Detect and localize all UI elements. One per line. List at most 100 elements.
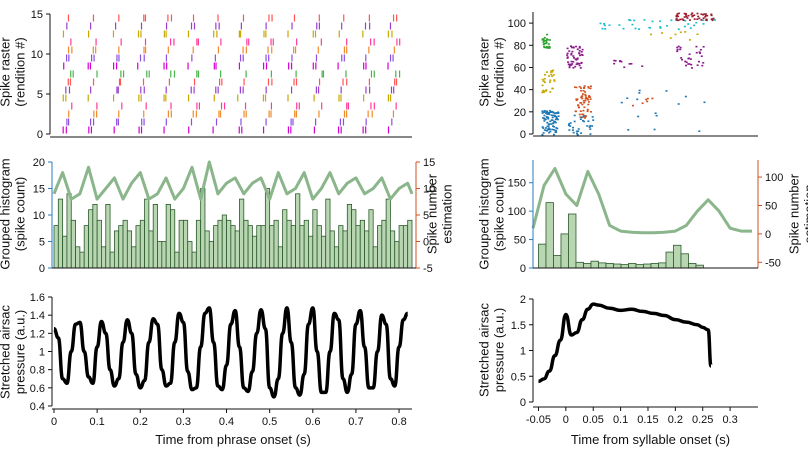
spike-dot [670,19,673,22]
histogram-bar [252,235,258,269]
spike-dot [592,119,595,121]
spike-dot [659,27,662,29]
spike-dot [570,53,573,56]
spike-dot [541,84,544,87]
spike-dot [687,57,690,60]
spike-dot [582,113,585,116]
histogram-bar [105,203,111,269]
spike-dot [546,113,549,115]
histogram-bar [613,263,622,269]
spike-dot [711,19,714,22]
spike-dot [549,91,552,93]
spike-dot [699,52,702,55]
spike-dot [571,50,574,53]
left-pressure-xaxis-tick-label: 0.3 [176,416,191,428]
spike-dot [702,45,705,48]
spike-dot [548,75,551,77]
spike-dot [553,121,556,123]
spike-dot [581,116,584,119]
spike-dot [631,104,634,107]
spike-dot [583,120,586,123]
histogram-bar [346,203,353,269]
spike-dot [552,114,555,117]
spike-dot [697,60,700,63]
spike-dot [576,48,579,51]
spike-dot [608,24,611,27]
spike-dot [704,15,707,18]
spike-dot [711,18,714,20]
spike-dot [580,116,583,119]
spike-dot [572,66,575,69]
spike-dot [550,114,553,117]
histogram-bar [204,230,210,269]
spike-dot [545,116,548,118]
spike-dot [679,48,682,51]
spike-dot [677,28,680,31]
right-pressure-xaxis-tick-label: 0.05 [583,414,604,426]
spike-dot [641,102,644,105]
spike-dot [645,98,648,101]
right-raster-yaxis-tick-label: 0 [520,129,526,141]
spike-dot [577,130,580,133]
spike-dot [681,58,684,61]
spike-dot [676,50,679,53]
spike-dot [545,89,548,91]
spike-dot [543,117,546,120]
histogram-bar [243,219,249,269]
left-histogram-yaxis-tick-label: 20 [33,157,45,169]
spike-dot [574,110,577,113]
spike-dot [554,118,557,121]
spike-dot [551,128,554,131]
left-histogram-y2axis-tick-label: -5 [423,263,433,275]
spike-dot [549,128,552,131]
spike-dot [585,96,588,99]
spike-dot [701,13,704,16]
spike-dot [700,13,703,15]
histogram-bar [286,219,292,269]
spike-dot [675,17,678,20]
histogram-bar [568,213,577,269]
spike-dot [557,115,560,117]
spike-dot [554,121,557,124]
histogram-bar [590,260,599,269]
spike-dot [636,98,639,101]
left-pressure-yaxis-tick-label: 1.4 [30,310,45,322]
spike-dot [629,19,632,22]
spike-dot [550,119,553,121]
spike-dot [580,87,583,89]
left-raster-yaxis-tick-label: 10 [31,49,43,61]
right-pressure-xaxis-tick-label: 0.15 [637,414,658,426]
histogram-bar [316,225,322,269]
right-pressure-yaxis-tick-label: 1 [520,346,526,358]
spike-dot [690,67,693,69]
spike-dot [676,48,679,51]
spike-dot [568,50,571,52]
histogram-bar [96,219,102,269]
spike-dot [543,39,546,42]
right-raster-yaxis-tick-label: 80 [514,40,526,52]
spike-dot [693,18,696,20]
histogram-bar [57,198,64,269]
spike-dot [646,97,649,100]
histogram-bar [83,225,89,269]
spike-dot [666,24,669,27]
histogram-bar [239,198,245,269]
left-pressure-xaxis-tick-label: 0.7 [348,416,363,428]
spike-dot [547,123,550,126]
histogram-bar [269,225,275,269]
spike-dot [693,14,696,17]
spike-dot [688,63,691,65]
left-pressure-xaxis-tick-label: 0.2 [133,416,148,428]
right-pressure-xaxis-tick-label: 0.1 [613,414,628,426]
spike-dot [579,67,582,69]
histogram-bar [148,230,154,269]
spike-dot [549,130,552,133]
spike-dot [578,62,581,65]
histogram-bar [260,225,266,269]
spike-dot [580,96,583,99]
left-histogram-yaxis: 0 5 10 15 20 [33,157,53,275]
histogram-bar [635,264,644,269]
spike-dot [603,23,606,25]
histogram-bar [70,219,76,269]
spike-dot [541,126,544,128]
